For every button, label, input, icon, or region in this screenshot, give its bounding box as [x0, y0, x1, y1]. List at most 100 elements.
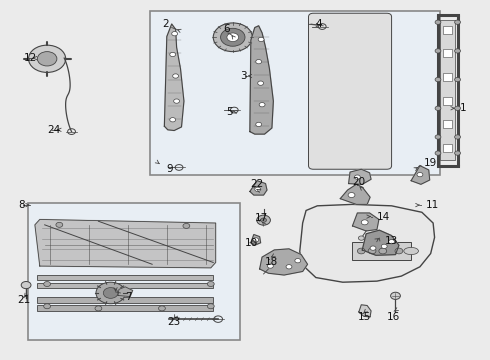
Bar — [443, 49, 452, 57]
Text: 4: 4 — [316, 19, 322, 29]
Circle shape — [389, 239, 394, 244]
Circle shape — [435, 20, 441, 24]
Circle shape — [455, 77, 461, 82]
Circle shape — [170, 118, 175, 122]
Bar — [443, 97, 452, 105]
Circle shape — [455, 135, 461, 139]
Polygon shape — [164, 24, 184, 131]
Circle shape — [207, 304, 214, 309]
Circle shape — [172, 74, 178, 78]
Bar — [443, 144, 452, 152]
Bar — [443, 73, 452, 81]
Text: 24: 24 — [48, 125, 61, 135]
Text: 11: 11 — [426, 200, 439, 210]
Bar — [443, 26, 452, 34]
Bar — [37, 297, 213, 303]
Circle shape — [417, 172, 423, 177]
Circle shape — [37, 51, 57, 66]
Circle shape — [159, 306, 165, 311]
Bar — [37, 283, 213, 288]
Circle shape — [348, 193, 355, 198]
Circle shape — [172, 32, 177, 36]
Circle shape — [207, 282, 214, 287]
Circle shape — [455, 49, 461, 53]
Polygon shape — [260, 249, 308, 275]
Polygon shape — [359, 305, 371, 317]
Circle shape — [103, 288, 118, 298]
Polygon shape — [250, 26, 273, 134]
Circle shape — [295, 258, 301, 263]
FancyBboxPatch shape — [309, 13, 392, 169]
Circle shape — [258, 37, 264, 41]
Circle shape — [56, 222, 63, 227]
Circle shape — [286, 265, 292, 269]
Circle shape — [354, 175, 360, 179]
Text: 17: 17 — [255, 213, 268, 222]
Polygon shape — [411, 166, 430, 184]
Circle shape — [379, 248, 387, 254]
Circle shape — [268, 264, 273, 268]
Ellipse shape — [404, 247, 418, 255]
Circle shape — [255, 187, 261, 192]
Text: 9: 9 — [167, 164, 173, 174]
Bar — [37, 275, 213, 280]
Circle shape — [357, 248, 365, 254]
Polygon shape — [250, 181, 267, 195]
Bar — [352, 242, 411, 260]
Circle shape — [261, 218, 267, 222]
Polygon shape — [340, 184, 370, 204]
Text: 2: 2 — [162, 19, 169, 29]
Bar — [150, 12, 441, 175]
Circle shape — [435, 135, 441, 139]
Circle shape — [455, 20, 461, 24]
Bar — [441, 21, 455, 160]
Circle shape — [256, 59, 262, 64]
Text: 3: 3 — [240, 71, 247, 81]
Text: 20: 20 — [352, 177, 366, 187]
Text: 1: 1 — [460, 103, 466, 113]
Circle shape — [183, 224, 190, 228]
Circle shape — [21, 282, 31, 289]
Polygon shape — [352, 213, 379, 231]
Text: 10: 10 — [245, 238, 258, 248]
Text: 7: 7 — [125, 292, 132, 302]
Circle shape — [435, 151, 441, 155]
Circle shape — [368, 248, 376, 254]
Circle shape — [253, 238, 259, 242]
Polygon shape — [35, 220, 216, 268]
Circle shape — [358, 236, 364, 240]
Circle shape — [220, 28, 245, 46]
Bar — [27, 203, 240, 339]
Circle shape — [227, 33, 239, 41]
Circle shape — [95, 306, 102, 311]
Text: 22: 22 — [250, 179, 263, 189]
Circle shape — [391, 292, 400, 300]
Circle shape — [173, 99, 179, 103]
Circle shape — [213, 23, 252, 51]
Circle shape — [370, 246, 376, 250]
Circle shape — [170, 52, 175, 57]
Polygon shape — [348, 169, 371, 184]
Circle shape — [44, 304, 50, 309]
Circle shape — [435, 106, 441, 111]
Text: 13: 13 — [385, 236, 398, 246]
Circle shape — [96, 282, 125, 304]
Polygon shape — [362, 230, 399, 255]
Bar — [443, 121, 452, 129]
Text: 15: 15 — [357, 312, 370, 322]
Text: 16: 16 — [387, 312, 400, 322]
Text: 23: 23 — [167, 317, 180, 327]
Text: 21: 21 — [17, 295, 30, 305]
PathPatch shape — [300, 204, 435, 282]
Circle shape — [435, 49, 441, 53]
Text: 14: 14 — [377, 212, 390, 221]
Bar — [37, 305, 213, 311]
Circle shape — [381, 244, 387, 248]
Circle shape — [44, 282, 50, 287]
Polygon shape — [251, 234, 261, 245]
Circle shape — [28, 45, 66, 72]
Circle shape — [455, 151, 461, 155]
Circle shape — [455, 106, 461, 111]
Circle shape — [435, 77, 441, 82]
Circle shape — [257, 215, 270, 225]
